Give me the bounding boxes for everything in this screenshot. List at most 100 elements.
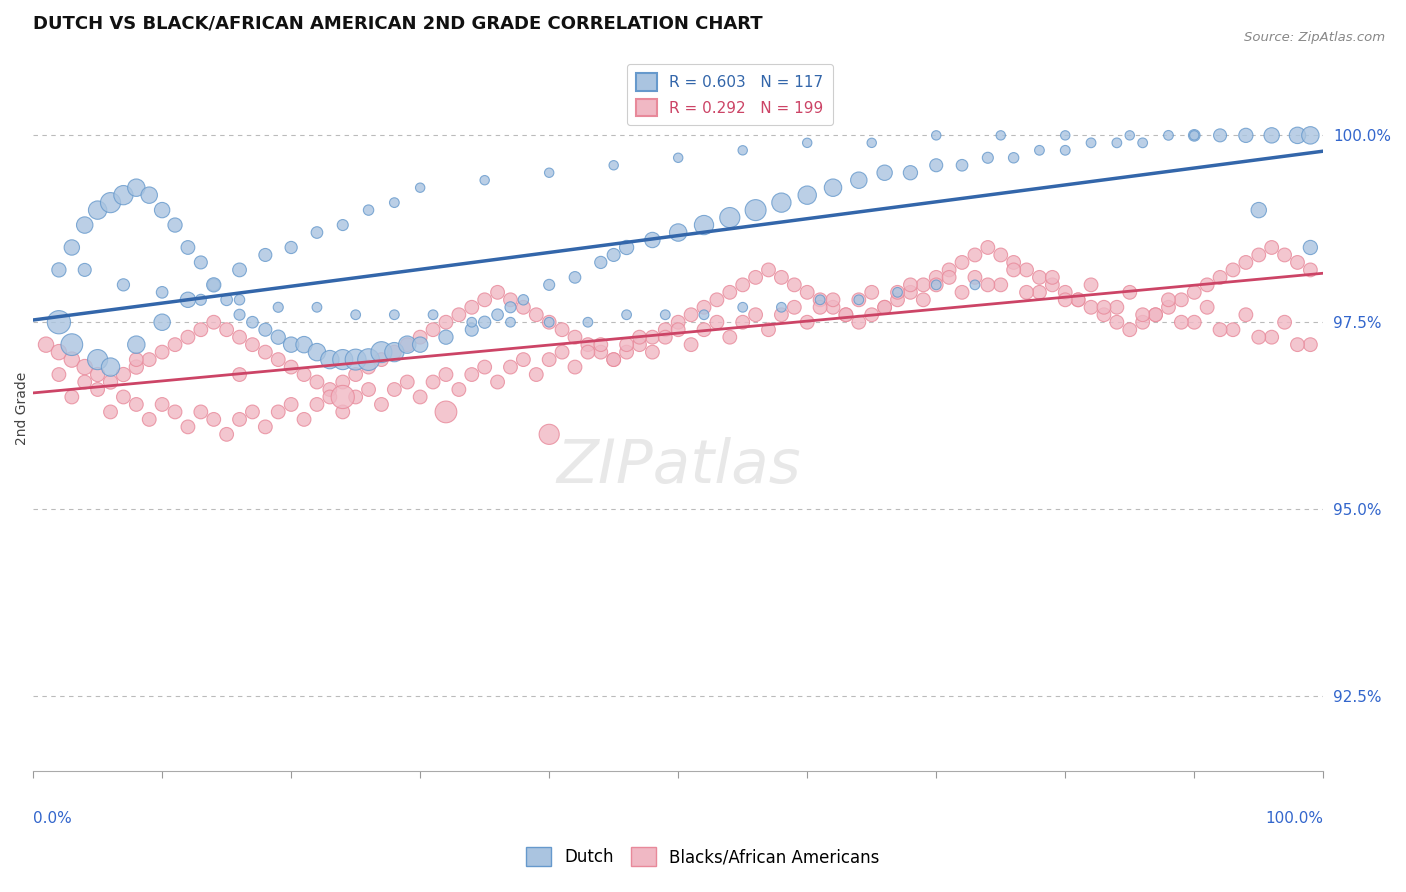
Point: [163, 337, 186, 351]
Point: [409, 180, 432, 194]
Point: [783, 300, 806, 314]
Point: [1002, 255, 1025, 269]
Point: [990, 277, 1012, 292]
Text: Source: ZipAtlas.com: Source: ZipAtlas.com: [1244, 31, 1385, 45]
Point: [1209, 323, 1232, 337]
Point: [538, 315, 561, 329]
Point: [1182, 128, 1205, 143]
Point: [370, 345, 392, 359]
Point: [254, 248, 277, 262]
Point: [963, 277, 986, 292]
Point: [254, 420, 277, 434]
Point: [125, 352, 148, 367]
Point: [382, 308, 405, 322]
Point: [848, 293, 870, 307]
Point: [292, 368, 315, 382]
Point: [1157, 128, 1180, 143]
Point: [344, 308, 367, 322]
Point: [499, 315, 522, 329]
Point: [1028, 144, 1050, 158]
Point: [1054, 144, 1077, 158]
Point: [305, 397, 328, 411]
Point: [190, 293, 212, 307]
Point: [977, 277, 1000, 292]
Point: [100, 405, 122, 419]
Point: [215, 427, 238, 442]
Point: [1182, 315, 1205, 329]
Point: [1222, 323, 1244, 337]
Point: [177, 240, 200, 254]
Point: [731, 144, 754, 158]
Point: [254, 345, 277, 359]
Point: [1286, 255, 1309, 269]
Point: [1170, 293, 1192, 307]
Point: [344, 352, 367, 367]
Point: [228, 293, 250, 307]
Point: [848, 173, 870, 187]
Point: [990, 248, 1012, 262]
Point: [666, 226, 689, 240]
Point: [1209, 270, 1232, 285]
Point: [461, 368, 484, 382]
Point: [821, 293, 844, 307]
Point: [808, 293, 831, 307]
Point: [48, 263, 70, 277]
Point: [589, 345, 612, 359]
Point: [60, 390, 83, 404]
Point: [783, 277, 806, 292]
Point: [332, 390, 354, 404]
Point: [125, 180, 148, 194]
Point: [589, 255, 612, 269]
Point: [163, 405, 186, 419]
Point: [731, 315, 754, 329]
Y-axis label: 2nd Grade: 2nd Grade: [15, 372, 30, 445]
Point: [422, 308, 444, 322]
Point: [332, 352, 354, 367]
Point: [1132, 315, 1154, 329]
Point: [461, 323, 484, 337]
Point: [1015, 263, 1038, 277]
Point: [1274, 248, 1296, 262]
Point: [731, 277, 754, 292]
Point: [357, 203, 380, 218]
Point: [860, 308, 883, 322]
Point: [681, 308, 703, 322]
Point: [1119, 285, 1142, 300]
Point: [770, 270, 793, 285]
Point: [409, 330, 432, 344]
Point: [693, 308, 716, 322]
Point: [925, 158, 948, 172]
Point: [292, 412, 315, 426]
Point: [524, 368, 547, 382]
Point: [382, 345, 405, 359]
Point: [512, 300, 534, 314]
Point: [357, 352, 380, 367]
Point: [382, 195, 405, 210]
Point: [305, 345, 328, 359]
Point: [666, 151, 689, 165]
Point: [564, 330, 586, 344]
Point: [1247, 330, 1270, 344]
Point: [202, 277, 225, 292]
Point: [1132, 136, 1154, 150]
Point: [641, 233, 664, 247]
Point: [1105, 300, 1128, 314]
Point: [1170, 315, 1192, 329]
Point: [150, 397, 173, 411]
Point: [758, 263, 780, 277]
Point: [190, 255, 212, 269]
Point: [163, 218, 186, 232]
Point: [641, 330, 664, 344]
Point: [357, 360, 380, 375]
Point: [60, 352, 83, 367]
Point: [382, 345, 405, 359]
Point: [693, 218, 716, 232]
Point: [1002, 151, 1025, 165]
Point: [280, 337, 302, 351]
Point: [576, 315, 599, 329]
Point: [744, 308, 766, 322]
Text: ZIPatlas: ZIPatlas: [555, 437, 800, 496]
Point: [1247, 203, 1270, 218]
Point: [718, 285, 741, 300]
Point: [112, 368, 135, 382]
